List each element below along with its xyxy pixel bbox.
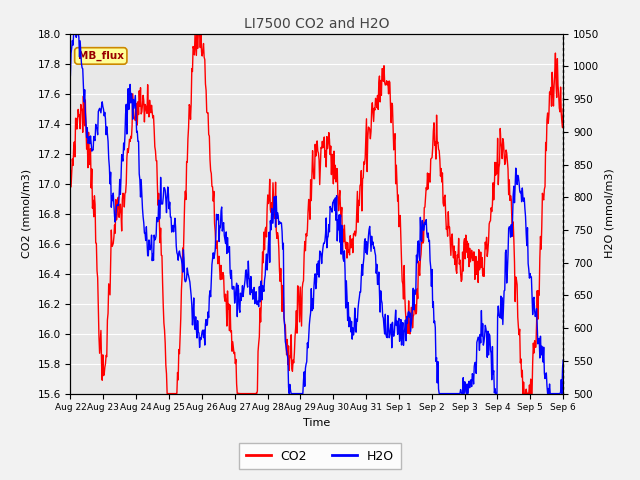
- X-axis label: Time: Time: [303, 418, 330, 428]
- Legend: CO2, H2O: CO2, H2O: [239, 444, 401, 469]
- Text: MB_flux: MB_flux: [78, 51, 124, 61]
- Title: LI7500 CO2 and H2O: LI7500 CO2 and H2O: [244, 17, 390, 31]
- Y-axis label: CO2 (mmol/m3): CO2 (mmol/m3): [22, 169, 32, 258]
- Y-axis label: H2O (mmol/m3): H2O (mmol/m3): [605, 169, 615, 258]
